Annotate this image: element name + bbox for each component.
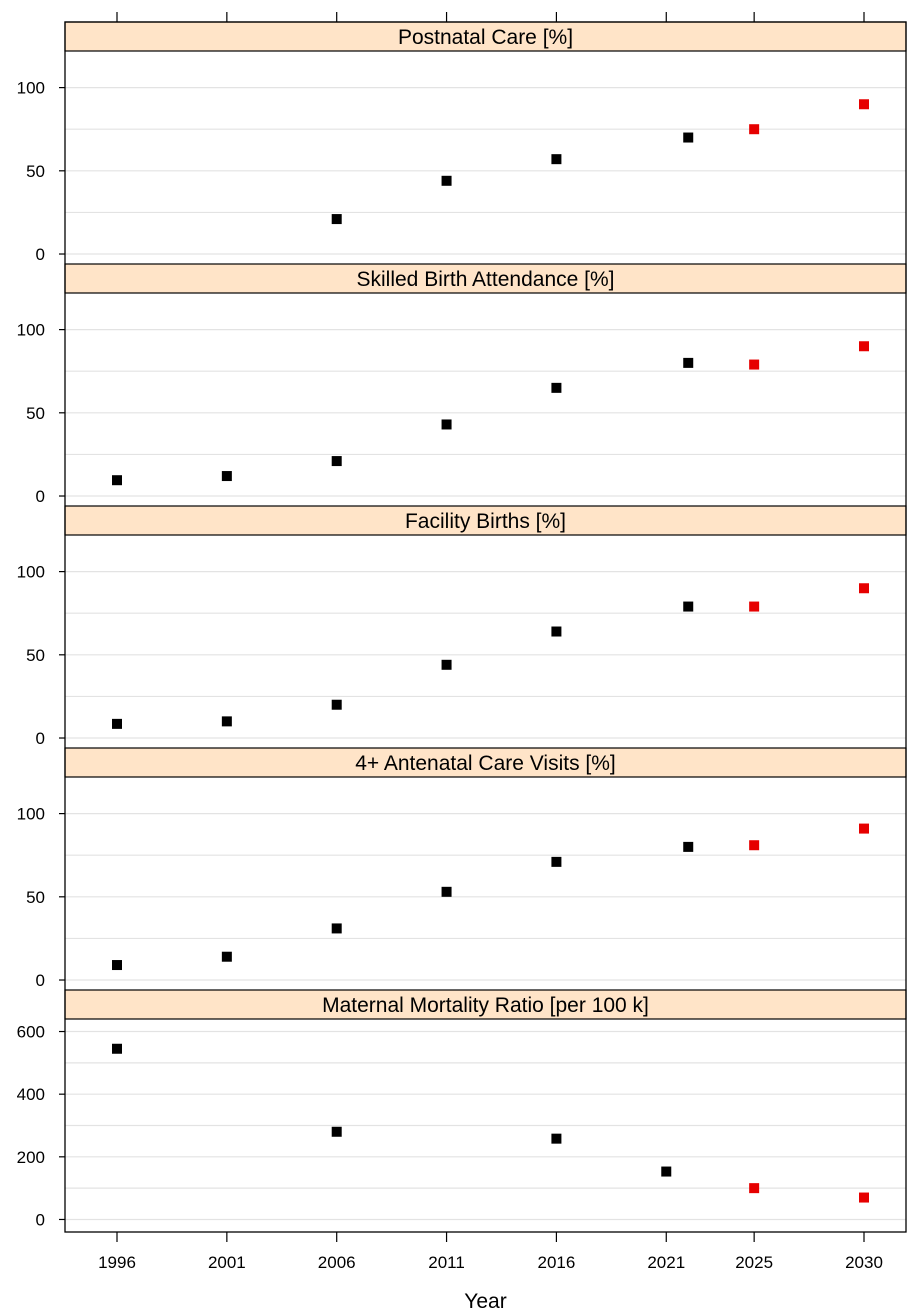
panel-title: Facility Births [%] (405, 510, 566, 533)
y-tick-label: 100 (17, 805, 45, 824)
y-tick-label: 600 (17, 1023, 45, 1042)
target-point (859, 99, 869, 110)
data-point (551, 626, 562, 637)
y-tick-label: 0 (36, 729, 45, 748)
y-tick-label: 0 (36, 971, 45, 990)
data-point (221, 716, 232, 727)
target-point (749, 1183, 760, 1194)
x-tick-label: 2016 (537, 1253, 575, 1272)
data-point (551, 382, 562, 393)
data-point (331, 1126, 342, 1137)
target-point (859, 823, 869, 834)
target-point (749, 601, 760, 612)
target-point (749, 359, 760, 370)
data-point (221, 471, 232, 482)
x-tick-label: 1996 (98, 1253, 136, 1272)
data-point (331, 214, 342, 225)
target-point (859, 583, 869, 594)
data-point (551, 856, 562, 867)
y-tick-label: 50 (26, 646, 45, 665)
strip-background (64, 21, 907, 52)
data-point (331, 456, 342, 467)
panel-5: Maternal Mortality Ratio [per 100 k] 0 200… (17, 989, 907, 1229)
y-tick-label: 400 (17, 1085, 45, 1104)
panel-title: Skilled Birth Attendance [%] (357, 268, 615, 291)
panel-title: Postnatal Care [%] (398, 26, 573, 49)
plot-frame (64, 21, 907, 1233)
x-tick-label: 2001 (208, 1253, 246, 1272)
data-point (683, 601, 694, 612)
x-tick-label: 2025 (735, 1253, 773, 1272)
target-point (859, 341, 869, 352)
y-tick-label: 50 (26, 404, 45, 423)
x-tick-label: 2021 (647, 1253, 685, 1272)
data-point (112, 475, 122, 486)
data-point (441, 659, 452, 670)
data-point (441, 175, 452, 186)
x-tick-label: 2011 (428, 1253, 465, 1272)
data-point (112, 1043, 122, 1054)
data-point (112, 960, 122, 971)
data-point (683, 841, 694, 852)
data-point (331, 699, 342, 710)
y-tick-label: 0 (36, 245, 45, 264)
y-tick-label: 200 (17, 1148, 45, 1167)
y-tick-label: 100 (17, 79, 45, 98)
data-point (112, 718, 122, 729)
data-point (221, 951, 232, 962)
x-axis-title: Year (464, 1290, 506, 1311)
target-point (859, 1192, 869, 1203)
panel-title: Maternal Mortality Ratio [per 100 k] (322, 994, 649, 1017)
panel-title: 4+ Antenatal Care Visits [%] (355, 752, 616, 775)
target-point (749, 124, 760, 135)
y-tick-label: 50 (26, 888, 45, 907)
data-point (551, 154, 562, 165)
data-point (661, 1166, 672, 1177)
data-point (331, 923, 342, 934)
data-point (683, 357, 694, 368)
panel-3: Facility Births [%] 0 50 100 (17, 505, 907, 748)
x-tick-label: 2006 (318, 1253, 356, 1272)
strip-background (64, 505, 907, 536)
data-point (441, 886, 452, 897)
y-tick-label: 0 (36, 487, 45, 506)
y-tick-label: 100 (17, 321, 45, 340)
panel-4: 4+ Antenatal Care Visits [%] 0 50 100 (17, 747, 907, 990)
target-point (749, 840, 760, 851)
strip-background (64, 263, 907, 294)
y-tick-label: 0 (36, 1210, 45, 1229)
x-tick-label: 2030 (845, 1253, 883, 1272)
strip-background (64, 989, 907, 1020)
panel-2: Skilled Birth Attendance [%] 0 50 100 (17, 263, 907, 506)
y-tick-label: 50 (26, 162, 45, 181)
data-point (683, 132, 694, 143)
data-point (441, 419, 452, 430)
panel-1: Postnatal Care [%] 0 50 100 (17, 21, 907, 264)
data-point (551, 1133, 562, 1144)
y-tick-label: 100 (17, 563, 45, 582)
